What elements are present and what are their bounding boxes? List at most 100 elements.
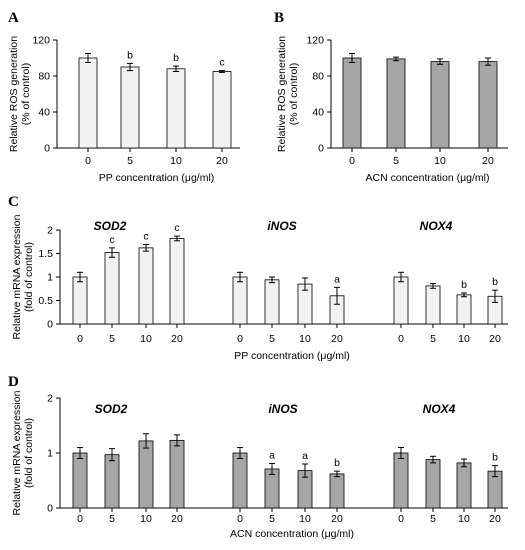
x-tick-label: 20 <box>171 513 183 525</box>
x-tick-label: 20 <box>489 513 501 525</box>
x-tick-label: 5 <box>393 155 399 167</box>
y-axis-label-line: (fold of control) <box>23 418 35 488</box>
x-tick-label: 0 <box>237 513 243 525</box>
gene-label: NOX4 <box>423 402 456 416</box>
x-tick-label: 10 <box>458 333 470 345</box>
significance-label: b <box>127 49 133 61</box>
gene-label: NOX4 <box>420 219 453 233</box>
y-axis-label-line: (% of control) <box>20 63 32 125</box>
y-axis-label: Relative mRNA expression(fold of control… <box>11 214 35 339</box>
panel-d: D 0 1 2 Relative mRNA expression(fold of con… <box>8 374 508 540</box>
y-axis-label-line: Relative ROS generation <box>276 36 288 152</box>
bar <box>169 238 185 325</box>
x-tick-label: 5 <box>109 333 115 345</box>
x-tick-label: 0 <box>398 333 404 345</box>
y-tick-label: 0.5 <box>38 295 53 307</box>
x-tick-label: 10 <box>299 333 311 345</box>
y-tick-label: 120 <box>32 35 50 47</box>
y-tick-label: 0 <box>44 143 50 155</box>
x-tick-label: 5 <box>430 513 436 525</box>
y-tick-label: 2 <box>47 393 53 405</box>
significance-label: c <box>143 231 148 243</box>
bar <box>264 279 280 325</box>
y-axis-label-line: (% of control) <box>288 63 300 125</box>
significance-label: c <box>174 222 179 234</box>
significance-label: a <box>269 449 275 461</box>
y-tick-label: 2 <box>47 225 53 237</box>
panel-b: B 0 40 80 120 Relative ROS generation(% of co… <box>274 10 508 184</box>
bar <box>478 61 498 149</box>
bar <box>138 247 154 325</box>
x-tick-label: 0 <box>77 513 83 525</box>
x-tick-label: 0 <box>349 155 355 167</box>
x-axis-label: PP concentration (μg/ml) <box>99 172 215 184</box>
bar <box>342 57 362 149</box>
panel-c: C 0 0.5 1 1.5 2 Relative mRNA expression(fold … <box>8 194 508 362</box>
y-tick-label: 0 <box>47 319 53 331</box>
bar <box>425 285 441 325</box>
bar <box>120 66 140 149</box>
x-tick-label: 5 <box>109 513 115 525</box>
x-tick-label: 0 <box>398 513 404 525</box>
x-tick-label: 10 <box>299 513 311 525</box>
y-tick-label: 0 <box>318 143 324 155</box>
bar <box>456 294 472 325</box>
x-axis-label: ACN concentration (μg/ml) <box>230 528 354 540</box>
bar <box>104 454 120 509</box>
y-axis-label-line: Relative mRNA expression <box>11 390 23 515</box>
y-axis-label: Relative ROS generation(% of control) <box>8 36 32 152</box>
x-tick-label: 10 <box>170 155 182 167</box>
y-tick-label: 80 <box>38 71 50 83</box>
x-tick-label: 20 <box>216 155 228 167</box>
significance-label: b <box>173 52 179 64</box>
significance-label: c <box>109 234 114 246</box>
bar <box>169 439 185 509</box>
x-tick-label: 5 <box>430 333 436 345</box>
y-axis-label: Relative mRNA expression(fold of control… <box>11 390 35 515</box>
x-tick-label: 0 <box>77 333 83 345</box>
x-tick-label: 5 <box>269 513 275 525</box>
y-axis-label-line: Relative ROS generation <box>8 36 20 152</box>
y-tick-label: 40 <box>312 107 324 119</box>
bar <box>393 276 409 325</box>
x-axis-label: PP concentration (μg/ml) <box>234 350 350 362</box>
panel-letter: A <box>8 10 19 26</box>
bar <box>329 473 345 509</box>
gene-label: SOD2 <box>95 402 128 416</box>
significance-label: a <box>302 450 308 462</box>
y-tick-label: 1 <box>47 448 53 460</box>
gene-label: iNOS <box>267 219 296 233</box>
bar <box>212 71 232 149</box>
y-tick-label: 120 <box>306 35 324 47</box>
significance-label: b <box>492 276 498 288</box>
y-tick-label: 80 <box>312 71 324 83</box>
bar <box>393 452 409 509</box>
bar <box>104 252 120 325</box>
bar <box>78 57 98 149</box>
x-tick-label: 10 <box>140 513 152 525</box>
bar <box>386 58 406 149</box>
bar <box>425 459 441 509</box>
panel-letter: C <box>8 194 19 210</box>
panel-letter: D <box>8 374 19 390</box>
x-tick-label: 20 <box>331 333 343 345</box>
bar <box>430 61 450 149</box>
y-tick-label: 1 <box>47 272 53 284</box>
x-tick-label: 0 <box>237 333 243 345</box>
x-axis-label: ACN concentration (μg/ml) <box>366 172 490 184</box>
x-tick-label: 5 <box>269 333 275 345</box>
x-tick-label: 10 <box>458 513 470 525</box>
bar <box>232 452 248 509</box>
x-tick-label: 20 <box>331 513 343 525</box>
x-tick-label: 20 <box>489 333 501 345</box>
bar <box>232 276 248 325</box>
significance-label: b <box>334 457 340 469</box>
bar <box>72 452 88 509</box>
y-tick-label: 0 <box>47 503 53 515</box>
significance-label: b <box>461 279 467 291</box>
y-axis-label-line: Relative mRNA expression <box>11 214 23 339</box>
x-tick-label: 10 <box>434 155 446 167</box>
x-tick-label: 20 <box>482 155 494 167</box>
